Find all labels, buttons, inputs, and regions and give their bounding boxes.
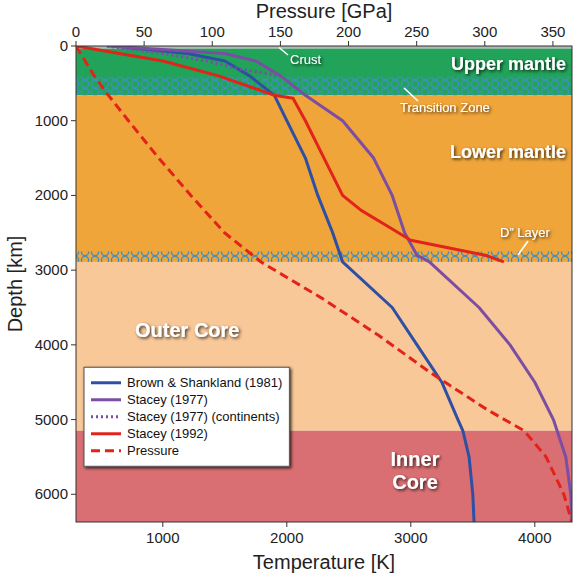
legend: Brown & Shankland (1981) Stacey (1977) Sta… (84, 367, 289, 466)
y-tick (71, 195, 76, 196)
band-label: Transition Zone (400, 100, 490, 115)
x-tick (534, 522, 535, 527)
x2-tick-label: 100 (200, 23, 225, 40)
y-tick-label: 5000 (35, 411, 68, 428)
y-axis-title: Depth [km] (4, 236, 26, 333)
y-tick (71, 344, 76, 345)
y-tick-label: 2000 (35, 186, 68, 203)
plot-area (76, 46, 572, 522)
legend-label: Stacey (1977) (127, 392, 208, 407)
y-tick-label: 3000 (35, 261, 68, 278)
legend-swatch (91, 415, 121, 418)
layer-label: Crust (290, 52, 321, 67)
x2-tick-label: 300 (472, 23, 497, 40)
x2-tick (416, 41, 417, 46)
y-tick-label: 4000 (35, 336, 68, 353)
x-tick-label: 2000 (270, 529, 303, 546)
layer-label: Outer Core (135, 319, 239, 341)
x2-tick (552, 41, 553, 46)
x2-tick (144, 41, 145, 46)
legend-label: Brown & Shankland (1981) (127, 375, 282, 390)
x-tick-label: 1000 (146, 529, 179, 546)
series-line (107, 46, 572, 522)
x2-tick-label: 0 (72, 23, 80, 40)
y-tick-label: 0 (60, 37, 68, 54)
layer-label: InnerCore (391, 448, 440, 493)
x-tick (162, 522, 163, 527)
x2-axis-title: Pressure [GPa] (256, 0, 393, 22)
x-tick-label: 3000 (394, 529, 427, 546)
leader-line (518, 241, 528, 255)
x2-tick-label: 150 (268, 23, 293, 40)
legend-label: Pressure (127, 443, 179, 458)
layer-label: Lower mantle (450, 142, 566, 162)
series-line (76, 46, 504, 262)
axes: 0100020003000400050006000100020003000400… (4, 0, 565, 573)
band-label: D” Layer (500, 225, 551, 240)
legend-swatch (91, 449, 121, 452)
hatched-band (76, 77, 572, 96)
x2-tick (280, 41, 281, 46)
series-line (107, 46, 281, 76)
series-line (76, 46, 572, 522)
chart: 0100020003000400050006000100020003000400… (0, 0, 587, 580)
y-tick (71, 120, 76, 121)
legend-label: Stacey (1977) (continents) (127, 409, 279, 424)
x2-tick-label: 50 (136, 23, 153, 40)
label-line: Core (392, 471, 438, 493)
x2-tick-label: 250 (404, 23, 429, 40)
x2-tick (212, 41, 213, 46)
layer-region (76, 95, 572, 262)
legend-swatch (91, 398, 121, 401)
layer-label: Upper mantle (451, 54, 566, 74)
x-axis-title: Temperature [K] (253, 551, 395, 573)
legend-box (84, 367, 289, 466)
leader-line (279, 48, 288, 56)
x2-tick-label: 350 (540, 23, 565, 40)
plot-frame (76, 46, 572, 522)
y-tick (71, 270, 76, 271)
x-tick (410, 522, 411, 527)
y-tick (71, 494, 76, 495)
y-tick-label: 1000 (35, 112, 68, 129)
y-tick-label: 6000 (35, 485, 68, 502)
x2-tick (348, 41, 349, 46)
label-line: Inner (391, 448, 440, 470)
layer-region (76, 262, 572, 431)
x2-tick (76, 41, 77, 46)
x-tick-label: 4000 (518, 529, 551, 546)
legend-swatch (91, 381, 121, 384)
series-line (113, 46, 474, 522)
y-tick (71, 419, 76, 420)
y-tick (71, 46, 76, 47)
layer-region (76, 49, 572, 96)
x-tick (286, 522, 287, 527)
legend-swatch (91, 432, 121, 435)
layer-region (76, 431, 572, 522)
legend-label: Stacey (1992) (127, 426, 208, 441)
x2-tick (484, 41, 485, 46)
x2-tick-label: 200 (336, 23, 361, 40)
